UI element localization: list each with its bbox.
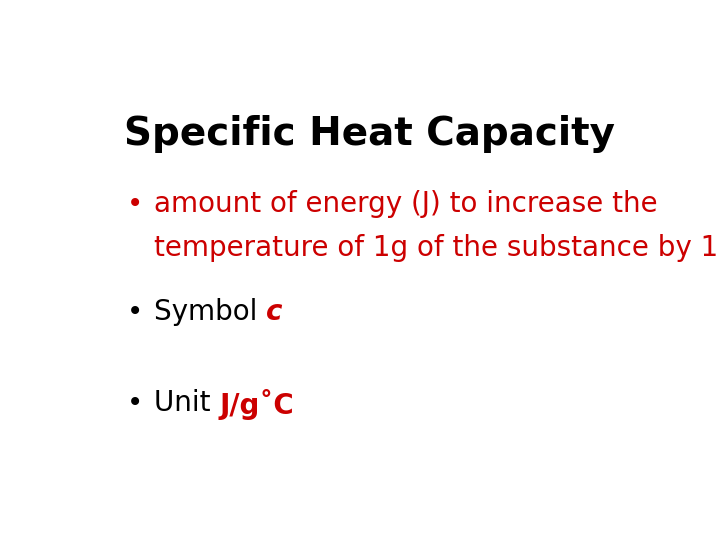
- Text: Symbol: Symbol: [154, 298, 266, 326]
- Text: c: c: [266, 298, 283, 326]
- Text: •: •: [127, 298, 143, 326]
- Text: •: •: [127, 389, 143, 417]
- Text: amount of energy (J) to increase the: amount of energy (J) to increase the: [154, 190, 658, 218]
- Text: J/g˚C: J/g˚C: [220, 389, 294, 420]
- Text: Unit: Unit: [154, 389, 220, 417]
- Text: •: •: [127, 190, 143, 218]
- Text: temperature of 1g of the substance by 1˚C.: temperature of 1g of the substance by 1˚…: [154, 231, 720, 262]
- Text: Specific Heat Capacity: Specific Heat Capacity: [124, 114, 614, 153]
